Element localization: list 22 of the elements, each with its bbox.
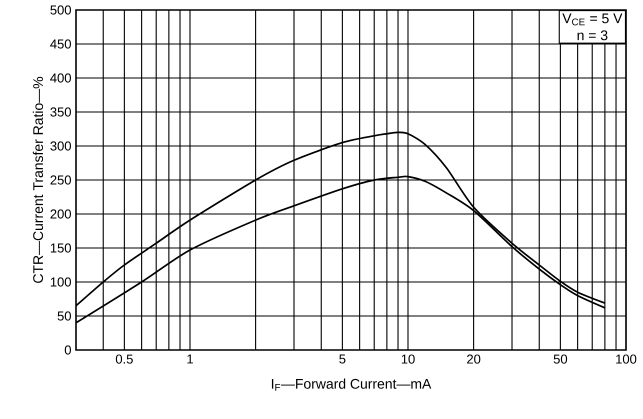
x-tick-label: 0.5: [116, 354, 133, 364]
y-tick-label: 300: [50, 141, 71, 151]
y-tick-label: 100: [50, 277, 71, 287]
x-tick-label: 10: [402, 354, 415, 364]
x-tick-label: 5: [339, 354, 346, 364]
y-tick-label: 0: [64, 345, 71, 355]
x-tick-label: 100: [616, 354, 636, 364]
y-tick-label: 350: [50, 107, 71, 117]
y-tick-label: 400: [50, 73, 71, 83]
y-axis-title: CTR—Current Transfer Ratio—%: [32, 76, 44, 283]
annotation: V$_{CE}$ = 5 V: [562, 14, 622, 26]
x-tick-label: 50: [554, 354, 568, 364]
y-tick-label: 50: [58, 311, 71, 321]
y-tick-label: 500: [50, 5, 71, 15]
x-axis-title: I$_{F}$—Forward Current—mA: [272, 378, 432, 391]
x-tick-label: 1: [187, 354, 193, 364]
y-tick-label: 250: [50, 175, 71, 185]
annotation: n = 3: [578, 30, 608, 40]
x-tick-label: 20: [467, 354, 480, 364]
y-tick-label: 150: [50, 243, 71, 253]
y-tick-label: 450: [50, 39, 71, 49]
y-tick-label: 200: [50, 209, 71, 219]
